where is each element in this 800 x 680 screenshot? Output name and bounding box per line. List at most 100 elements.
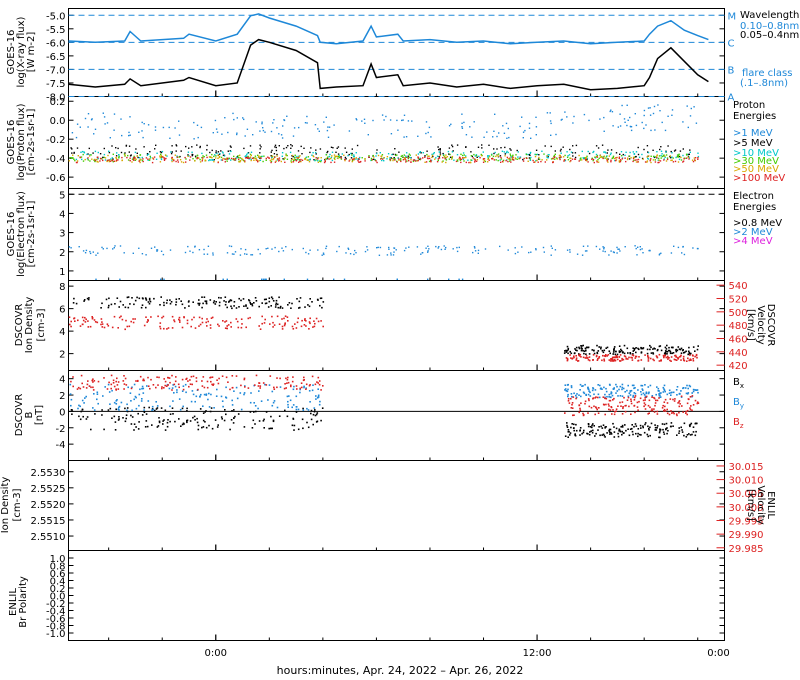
proton-point: [236, 157, 238, 159]
proton-point: [667, 115, 669, 117]
b-point: [317, 388, 319, 390]
proton-point: [562, 146, 564, 148]
proton-point: [330, 146, 333, 148]
plasma-point: [132, 321, 135, 324]
proton-point: [185, 158, 187, 160]
b-point: [117, 419, 120, 421]
b-point: [637, 428, 640, 430]
b-point: [655, 399, 657, 402]
proton-point: [493, 152, 495, 155]
proton-point: [315, 149, 317, 151]
plasma-point: [580, 356, 582, 358]
plasma-point: [670, 356, 673, 358]
proton-point: [227, 157, 229, 159]
proton-point: [299, 155, 301, 157]
electron-point: [697, 247, 699, 250]
plasma-point: [279, 307, 281, 309]
electron-point: [507, 249, 509, 251]
b-point: [605, 403, 607, 406]
proton-point: [513, 159, 515, 161]
proton-point: [461, 122, 463, 124]
proton-point: [113, 160, 116, 162]
plasma-point: [204, 300, 207, 302]
b-point: [177, 383, 180, 386]
proton-point: [582, 157, 584, 159]
proton-point: [197, 157, 199, 159]
proton-point: [196, 154, 199, 156]
b-point: [622, 387, 625, 390]
proton-point: [425, 132, 427, 135]
electron-point: [673, 245, 675, 247]
plasma-point: [608, 350, 611, 352]
proton-point: [420, 158, 422, 160]
proton-point: [160, 155, 162, 157]
proton-point: [383, 119, 385, 121]
proton-point: [566, 151, 568, 153]
b-point: [295, 411, 298, 413]
b-point: [620, 426, 622, 428]
b-point: [597, 396, 599, 399]
proton-point: [91, 158, 93, 160]
xray-tick-label: -7.0: [46, 65, 66, 76]
proton-point: [255, 157, 257, 159]
proton-point: [373, 158, 375, 160]
proton-point: [409, 154, 411, 156]
b-point: [580, 395, 582, 398]
proton-point: [129, 134, 131, 136]
proton-point: [451, 155, 454, 158]
proton-point: [637, 153, 640, 156]
proton-point: [657, 104, 659, 106]
b-point: [273, 388, 276, 390]
plasma-point: [635, 347, 637, 349]
proton-point: [204, 159, 206, 161]
proton-point: [129, 116, 131, 118]
proton-point: [398, 158, 400, 160]
proton-point: [217, 151, 220, 153]
proton-point: [474, 160, 476, 162]
b-point: [186, 419, 189, 422]
plasma-point: [263, 322, 266, 324]
proton-point: [272, 122, 274, 124]
b-point: [685, 392, 688, 395]
proton-point: [515, 154, 517, 156]
electron-point: [521, 246, 523, 248]
b-point: [182, 405, 184, 408]
plasma-point: [662, 354, 665, 357]
b-point: [201, 385, 204, 387]
dscovr-velocity-label: DSCOVRVelocity[km/s]: [745, 304, 776, 347]
plasma-point: [646, 352, 649, 355]
proton-point: [647, 107, 650, 109]
b-point: [672, 391, 675, 394]
proton-point: [449, 156, 452, 158]
proton-point: [281, 152, 284, 154]
b-point: [209, 410, 212, 413]
b-point: [649, 406, 651, 409]
b-point: [133, 383, 136, 386]
b-point: [263, 427, 265, 429]
plasma-point: [583, 352, 585, 355]
plasma-point: [649, 348, 651, 351]
b-point: [221, 375, 224, 377]
b-point: [106, 388, 109, 390]
b-point: [126, 403, 128, 406]
proton-point: [603, 155, 605, 157]
b-point: [285, 387, 287, 389]
plasma-point: [258, 305, 260, 308]
plasma-point: [627, 352, 629, 354]
proton-point: [273, 119, 275, 121]
b-point: [663, 388, 665, 390]
proton-legend-10mev: >10 MeV: [733, 148, 779, 159]
electron-point: [554, 249, 557, 251]
b-point: [628, 405, 630, 408]
plasma-point: [696, 356, 698, 359]
b-point: [643, 402, 646, 404]
enlil_polarity-tick-label: 0.6: [50, 569, 66, 580]
proton-point: [471, 159, 473, 161]
plasma-point: [666, 344, 668, 347]
proton-point: [439, 148, 441, 150]
proton-point: [202, 157, 204, 159]
b-point: [610, 433, 613, 435]
electron-point: [187, 245, 189, 248]
plasma-point: [627, 358, 629, 360]
proton-point: [257, 154, 259, 156]
